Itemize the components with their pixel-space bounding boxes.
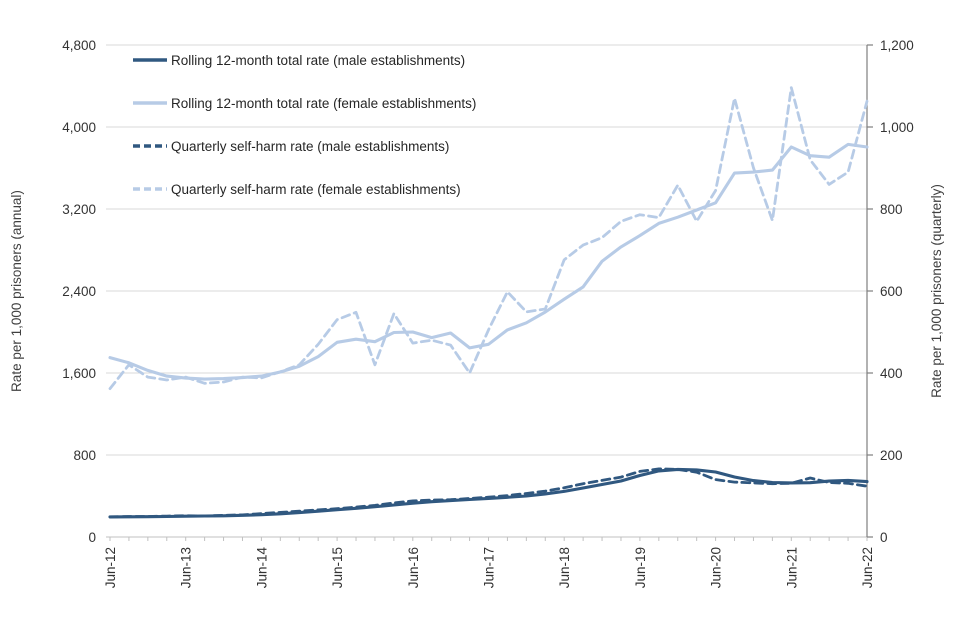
x-axis-tick-label: Jun-20 <box>709 547 724 588</box>
x-axis-tick-label: Jun-19 <box>633 547 648 588</box>
x-axis-tick-label: Jun-17 <box>482 547 497 588</box>
left-axis-tick-label: 3,200 <box>62 202 96 217</box>
right-axis-tick-label: 200 <box>880 448 903 463</box>
gridlines <box>106 44 867 538</box>
series-line-rolling-female <box>108 142 869 381</box>
right-axis-tick-label: 1,200 <box>880 38 914 53</box>
legend-item-rolling-female: Rolling 12-month total rate (female esta… <box>133 96 476 111</box>
legend-label: Rolling 12-month total rate (female esta… <box>171 96 476 111</box>
right-axis-tick-label: 400 <box>880 366 903 381</box>
axes <box>109 44 873 541</box>
series-lines <box>108 86 869 519</box>
legend-item-quarterly-male: Quarterly self-harm rate (male establish… <box>133 139 449 154</box>
series-line-quarterly-male <box>108 467 869 519</box>
legend-item-rolling-male: Rolling 12-month total rate (male establ… <box>133 53 465 68</box>
axis-tick-labels: 0 800 1,600 2,400 3,200 4,000 4,800 0 200 400 600 8… <box>62 38 914 588</box>
x-axis-tick-label: Jun-15 <box>330 547 345 588</box>
right-axis-tick-label: 0 <box>880 530 888 545</box>
right-axis-tick-label: 1,000 <box>880 120 914 135</box>
x-axis-tick-label: Jun-21 <box>784 547 799 588</box>
left-axis-tick-label: 0 <box>88 530 96 545</box>
x-axis-tick-label: Jun-18 <box>557 547 572 588</box>
x-axis-tick-label: Jun-16 <box>406 547 421 588</box>
legend-label: Quarterly self-harm rate (female establi… <box>171 182 461 197</box>
x-axis-tick-label: Jun-14 <box>254 547 269 589</box>
x-axis-tick-label: Jun-22 <box>860 547 875 588</box>
series-line-quarterly-female <box>108 86 869 391</box>
series-line-rolling-male <box>108 467 869 519</box>
left-axis-tick-label: 2,400 <box>62 284 96 299</box>
left-axis-tick-label: 800 <box>73 448 96 463</box>
left-axis-tick-label: 4,800 <box>62 38 96 53</box>
x-axis-tick-label: Jun-13 <box>179 547 194 588</box>
legend-label: Quarterly self-harm rate (male establish… <box>171 139 449 154</box>
left-axis-tick-label: 1,600 <box>62 366 96 381</box>
right-axis-tick-label: 800 <box>880 202 903 217</box>
right-axis-title: Rate per 1,000 prisoners (quarterly) <box>929 184 944 398</box>
legend-label: Rolling 12-month total rate (male establ… <box>171 53 465 68</box>
x-axis-tick-label: Jun-12 <box>103 547 118 588</box>
left-axis-tick-label: 4,000 <box>62 120 96 135</box>
right-axis-tick-label: 600 <box>880 284 903 299</box>
legend: Rolling 12-month total rate (male establ… <box>133 53 476 197</box>
left-axis-title: Rate per 1,000 prisoners (annual) <box>9 190 24 392</box>
legend-item-quarterly-female: Quarterly self-harm rate (female establi… <box>133 182 461 197</box>
